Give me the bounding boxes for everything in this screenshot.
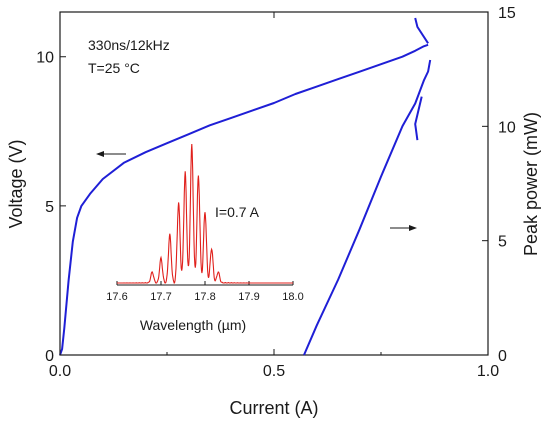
right-axis-arrow xyxy=(390,225,417,231)
voltage-curve-end-hook xyxy=(414,17,429,44)
series-layer xyxy=(59,17,432,356)
x-tick-label: 0.5 xyxy=(263,363,285,380)
x-tick-label: 1.0 xyxy=(477,363,499,380)
y-right-tick-label: 5 xyxy=(498,234,507,251)
conditions-annotation-line1: 330ns/12kHz xyxy=(88,37,170,53)
left-axis-arrow xyxy=(96,151,126,157)
peak-power-curve-end-hook xyxy=(414,96,423,141)
y-right-tick-label: 15 xyxy=(498,5,516,22)
y-right-axis-title: Peak power (mW) xyxy=(521,112,541,256)
inset-x-tick-label: 17.8 xyxy=(194,291,215,303)
y-left-tick-label: 0 xyxy=(45,348,54,365)
inset-spectrum-line xyxy=(117,143,293,284)
voltage-curve xyxy=(59,43,429,356)
inset-x-axis-title: Wavelength (µm) xyxy=(140,317,246,333)
y-left-tick-label: 10 xyxy=(36,50,54,67)
peak-power-curve xyxy=(303,59,432,356)
conditions-annotation-line2: T=25 °C xyxy=(88,60,140,76)
y-right-tick-label: 0 xyxy=(498,348,507,365)
y-right-tick-label: 10 xyxy=(498,119,516,136)
inset-x-tick-label: 18.0 xyxy=(282,291,303,303)
y-left-tick-label: 5 xyxy=(45,199,54,216)
inset-spectrum: I=0.7 A Wavelength (µm) 17.6 17.7 17.8 17.9… xyxy=(106,143,304,333)
x-axis-title: Current (A) xyxy=(229,398,318,418)
inset-x-tick-label: 17.7 xyxy=(150,291,171,303)
y-left-axis-title: Voltage (V) xyxy=(6,139,26,228)
inset-x-tick-label: 17.9 xyxy=(238,291,259,303)
inset-x-tick-label: 17.6 xyxy=(106,291,127,303)
x-tick-label: 0.0 xyxy=(49,363,71,380)
inset-annotation: I=0.7 A xyxy=(215,204,260,220)
